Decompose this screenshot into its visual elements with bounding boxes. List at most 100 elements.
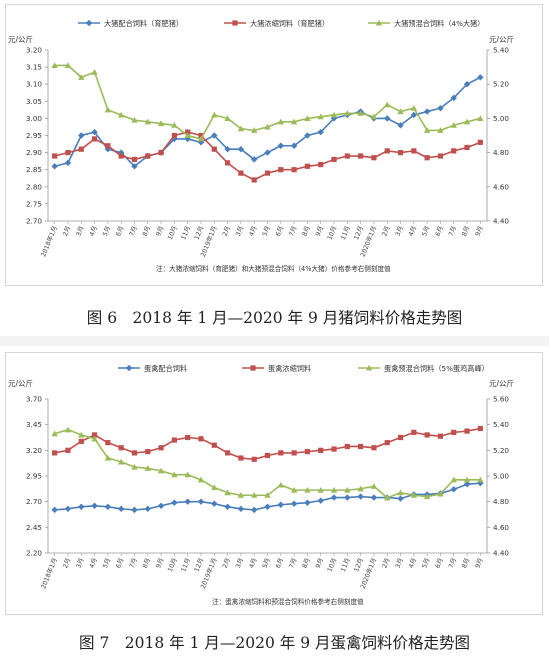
right-tick-label: 4.80 bbox=[493, 497, 509, 506]
data-point bbox=[157, 502, 165, 509]
x-tick-label: 3月 bbox=[234, 225, 245, 238]
data-point bbox=[171, 437, 177, 443]
x-tick-label: 10月 bbox=[326, 557, 339, 573]
data-point bbox=[64, 505, 72, 513]
data-point bbox=[477, 74, 484, 81]
right-tick-label: 4.40 bbox=[493, 217, 509, 226]
x-tick-label: 7月 bbox=[447, 557, 458, 570]
x-tick-label: 10月 bbox=[166, 557, 179, 573]
data-point bbox=[330, 494, 338, 501]
data-point bbox=[264, 123, 271, 130]
data-point bbox=[144, 505, 151, 513]
data-point bbox=[370, 483, 378, 489]
data-point bbox=[291, 450, 297, 456]
data-point bbox=[397, 434, 404, 441]
data-point bbox=[464, 144, 470, 151]
x-tick-label: 7月 bbox=[128, 557, 139, 570]
data-point bbox=[238, 170, 244, 176]
x-tick-label: 6月 bbox=[434, 557, 445, 570]
data-point bbox=[198, 132, 204, 139]
data-point bbox=[91, 435, 98, 442]
data-point bbox=[197, 498, 205, 505]
legend-marker-icon bbox=[232, 20, 238, 26]
x-tick-label: 12月 bbox=[193, 225, 206, 241]
data-point bbox=[277, 118, 285, 125]
pig-feed-chart: 大猪配合饲料（育肥猪） 大猪浓缩饲料（育肥猪） 大猪预混合饲料（4%大猪） 元/公斤 元… bbox=[8, 19, 514, 273]
x-tick-label: 3月 bbox=[74, 557, 85, 570]
data-point bbox=[158, 445, 164, 451]
data-point bbox=[424, 155, 430, 161]
x-tick-label: 3月 bbox=[394, 557, 405, 570]
x-tick-label: 11月 bbox=[339, 557, 352, 573]
data-point bbox=[264, 452, 271, 459]
left-tick-label: 2.70 bbox=[26, 217, 42, 226]
data-point bbox=[211, 132, 218, 139]
data-point bbox=[423, 493, 431, 500]
x-tick-label: 4月 bbox=[247, 225, 258, 238]
x-tick-label: 11月 bbox=[179, 225, 192, 241]
right-axis-unit: 元/公斤 bbox=[489, 34, 514, 44]
x-tick-label: 8月 bbox=[460, 225, 471, 238]
data-point bbox=[91, 69, 98, 75]
egg-poultry-feed-chart-panel: 蛋禽配合饲料 蛋禽浓缩饲料 蛋禽预混合饲料（5%蛋鸡高峰） 元/公斤 元/公斤 3.70 3… bbox=[5, 352, 543, 615]
data-point bbox=[224, 145, 231, 153]
data-point bbox=[78, 132, 85, 139]
data-point bbox=[197, 476, 205, 483]
legend-marker-icon bbox=[250, 365, 256, 371]
left-tick-label: 3.20 bbox=[26, 46, 42, 55]
right-tick-label: 5.00 bbox=[493, 472, 509, 481]
data-point bbox=[171, 471, 178, 478]
data-point bbox=[450, 486, 457, 493]
data-point bbox=[78, 146, 84, 152]
x-tick-label: 3月 bbox=[394, 225, 405, 238]
data-point bbox=[264, 492, 271, 498]
data-point bbox=[477, 115, 484, 121]
data-point bbox=[304, 449, 311, 455]
data-point bbox=[224, 489, 231, 496]
data-point bbox=[105, 440, 111, 446]
data-point bbox=[250, 127, 258, 133]
data-point bbox=[91, 136, 98, 142]
chart-legend: 蛋禽配合饲料 蛋禽浓缩饲料 蛋禽预混合饲料（5%蛋鸡高峰） bbox=[118, 364, 489, 373]
data-point bbox=[357, 110, 364, 116]
data-point bbox=[397, 150, 404, 156]
data-point bbox=[423, 108, 431, 115]
data-point bbox=[277, 501, 285, 508]
data-point bbox=[91, 432, 98, 438]
data-point bbox=[370, 494, 378, 501]
right-tick-label: 4.80 bbox=[493, 148, 509, 157]
data-point bbox=[330, 486, 338, 493]
data-point bbox=[131, 163, 138, 170]
data-point bbox=[358, 443, 364, 450]
data-point bbox=[290, 486, 298, 493]
left-tick-label: 2.45 bbox=[26, 523, 42, 532]
legend-item: 大猪配合饲料（育肥猪） bbox=[78, 19, 183, 28]
data-point bbox=[171, 132, 177, 139]
x-tick-label: 7月 bbox=[128, 225, 139, 238]
right-axis-unit: 元/公斤 bbox=[489, 378, 514, 388]
data-point bbox=[78, 503, 85, 510]
x-tick-label: 11月 bbox=[179, 557, 192, 573]
x-tick-label: 3月 bbox=[74, 225, 85, 238]
x-tick-label: 5月 bbox=[420, 225, 431, 238]
data-point bbox=[237, 492, 245, 498]
x-tick-label: 2月 bbox=[61, 225, 72, 238]
data-point bbox=[384, 101, 391, 108]
data-point bbox=[184, 498, 191, 505]
left-tick-label: 2.20 bbox=[26, 549, 42, 558]
data-point bbox=[371, 445, 377, 451]
data-point bbox=[397, 495, 404, 502]
x-tick-label: 12月 bbox=[193, 557, 206, 573]
data-point bbox=[437, 490, 444, 497]
x-tick-label: 9月 bbox=[314, 557, 325, 570]
data-point bbox=[131, 116, 138, 123]
left-tick-label: 2.95 bbox=[26, 131, 42, 140]
data-point bbox=[211, 484, 218, 491]
data-point bbox=[410, 111, 418, 119]
data-point bbox=[437, 433, 444, 439]
data-point bbox=[117, 458, 125, 465]
data-point bbox=[463, 476, 471, 483]
data-point bbox=[331, 156, 337, 163]
x-tick-label: 8月 bbox=[141, 557, 152, 570]
legend-label: 大猪配合饲料（育肥猪） bbox=[104, 19, 183, 28]
